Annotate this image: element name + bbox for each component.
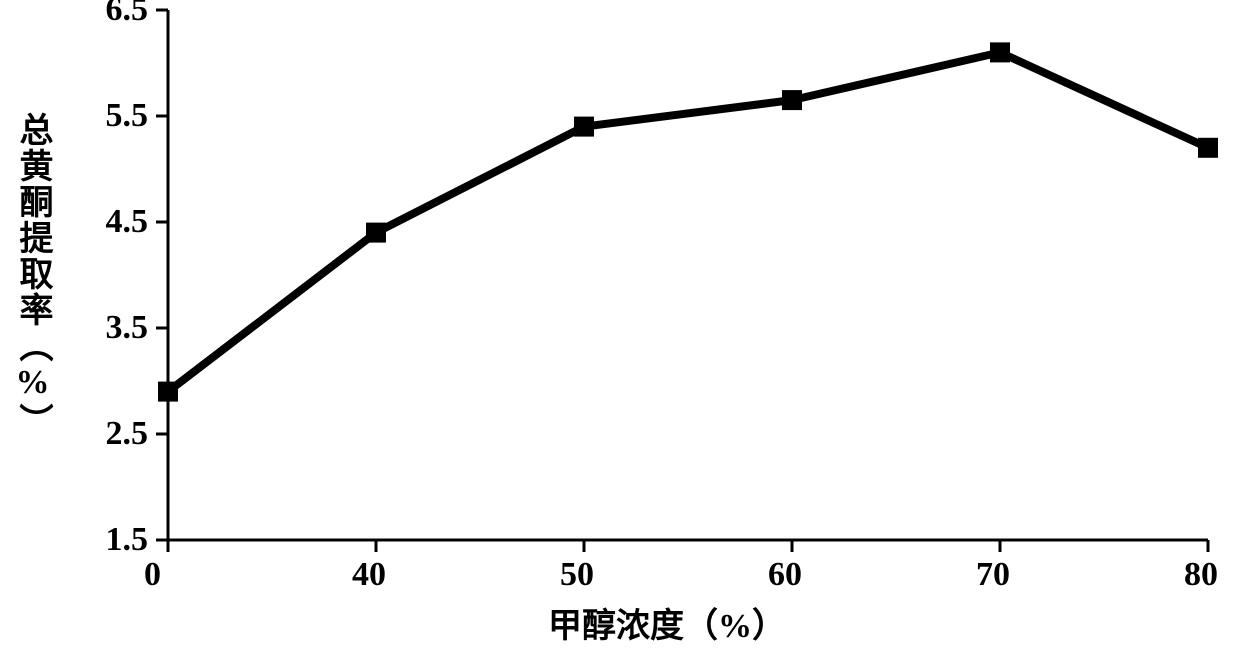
series-marker [782,90,802,110]
series-marker [574,117,594,137]
series-group [158,42,1218,401]
x-tick-label: 0 [144,556,161,594]
x-tick-label: 80 [1184,556,1218,594]
y-tick-label: 1.5 [106,521,149,559]
y-tick-label: 6.5 [106,0,149,29]
chart-container: 总黄酮提取率（%） 甲醇浓度（%） 1.52.53.54.55.56.5 040… [0,0,1240,649]
y-tick-label: 5.5 [106,97,149,135]
series-marker [366,223,386,243]
x-tick-label: 40 [352,556,386,594]
series-marker [990,42,1010,62]
y-tick-label: 4.5 [106,203,149,241]
series-marker [158,382,178,402]
chart-svg [0,0,1240,649]
x-tick-label: 50 [560,556,594,594]
y-tick-label: 3.5 [106,309,149,347]
x-tick-label: 70 [976,556,1010,594]
y-tick-label: 2.5 [106,415,149,453]
series-line [168,52,1208,391]
series-marker [1198,138,1218,158]
x-tick-label: 60 [768,556,802,594]
